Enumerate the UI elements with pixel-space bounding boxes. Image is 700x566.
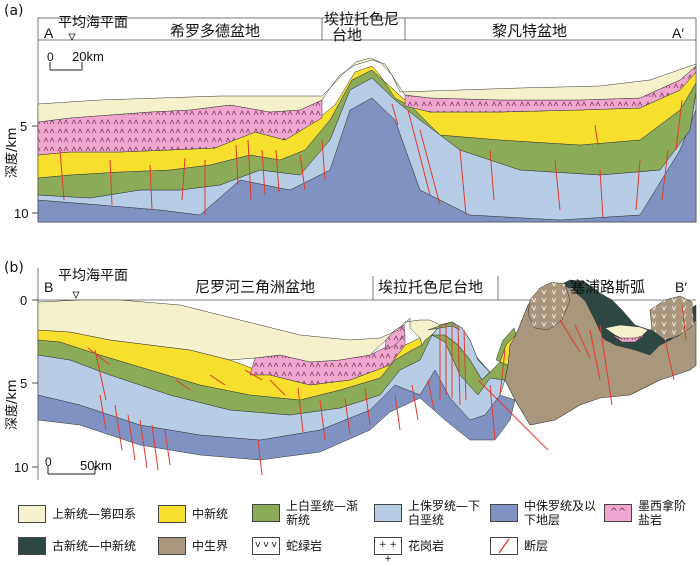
panel-b: (b) B B′ 平均海平面 0 50km 尼罗河三角洲盆地 埃拉托色尼台地 塞… xyxy=(4,260,697,480)
granite-plus-icon: + + + xyxy=(374,537,402,564)
legend-item-upper-cretaceous: 上白垩统—渐新统 xyxy=(252,499,364,527)
legend-item-mesozoic: 中生界 xyxy=(158,537,228,555)
pliocene-swatch-icon xyxy=(18,505,46,523)
a-layer-pliocene xyxy=(37,57,697,123)
panel-a-start-label: A xyxy=(44,25,54,41)
legend-label: 中新统 xyxy=(192,507,229,521)
panel-b-region-nile-delta: 尼罗河三角洲盆地 xyxy=(195,278,315,296)
panel-a-y-axis-label: 深度/km xyxy=(4,127,20,178)
b-layer-pliocene xyxy=(37,299,441,363)
panel-b-y-axis-label: 深度/km xyxy=(4,379,20,430)
legend-label: 上新统—第四系 xyxy=(52,507,137,521)
panel-a-region-herodotus: 希罗多德盆地 xyxy=(170,22,260,40)
legend-item-middle-jurassic: 中侏罗统及以下地层 xyxy=(490,499,602,527)
upper-cretaceous-swatch-icon xyxy=(252,504,280,522)
mesozoic-swatch-icon xyxy=(158,537,186,555)
legend-label: 断层 xyxy=(524,539,549,553)
panel-b-scale-zero: 0 xyxy=(45,455,52,469)
legend-item-fault: 断层 xyxy=(490,537,548,555)
legend-item-miocene: 中新统 xyxy=(158,505,228,523)
panel-a-region-levant: 黎凡特盆地 xyxy=(492,22,567,40)
panel-b-start-label: B xyxy=(44,279,53,295)
paleogene-swatch-icon xyxy=(18,537,46,555)
panel-a-y-tick-5: 5 xyxy=(20,119,27,134)
panel-a: (a) A A′ 平均海平面 0 20km 希罗多德盆地 埃拉托色尼 台地 黎凡… xyxy=(4,3,697,223)
legend-label: 墨西拿阶盐岩 xyxy=(638,499,687,527)
panel-b-faults xyxy=(87,304,687,476)
panel-b-sea-level-label: 平均海平面 xyxy=(58,268,128,284)
salt-hatch-icon: ^^ xyxy=(604,504,632,522)
panel-b-region-cyprus-arc: 塞浦路斯弧 xyxy=(570,278,645,296)
middle-jurassic-swatch-icon xyxy=(490,504,518,522)
legend-label: 上侏罗统—下白垩统 xyxy=(408,499,481,527)
panel-b-y-tick-0: 0 xyxy=(20,293,27,308)
fault-line-icon xyxy=(490,537,518,555)
legend-item-pliocene-quaternary: 上新统—第四系 xyxy=(18,505,136,523)
panel-a-y-tick-10: 10 xyxy=(14,206,28,221)
legend-item-messinian-salt: ^^ 墨西拿阶盐岩 xyxy=(604,499,700,527)
legend-item-granite: + + + 花岗岩 xyxy=(374,537,445,564)
sea-level-marker-icon xyxy=(68,33,76,41)
legend: 上新统—第四系 中新统 上白垩统—渐新统 上侏罗统—下白垩统 中侏罗统及以下地层… xyxy=(0,497,700,564)
panel-b-y-tick-5: 5 xyxy=(20,376,27,391)
panel-b-scale-label: 50km xyxy=(80,458,112,473)
panel-a-end-label: A′ xyxy=(672,25,684,41)
legend-label: 中侏罗统及以下地层 xyxy=(524,499,597,527)
panel-a-letter: (a) xyxy=(4,3,24,19)
legend-label: 中生界 xyxy=(192,539,229,553)
panel-a-scale-zero: 0 xyxy=(47,50,54,64)
panel-b-end-label: B′ xyxy=(675,279,687,295)
panel-a-faults xyxy=(59,99,683,219)
legend-label: 蛇绿岩 xyxy=(286,539,323,553)
ophiolite-v-icon: v v v xyxy=(252,537,280,555)
sea-level-marker-icon xyxy=(72,291,80,299)
panel-b-y-tick-10: 10 xyxy=(14,460,28,475)
legend-label: 花岗岩 xyxy=(408,539,445,553)
panel-a-region-eratosthenes-2: 台地 xyxy=(332,26,362,44)
legend-item-ophiolite: v v v 蛇绿岩 xyxy=(252,537,322,555)
upper-jurassic-swatch-icon xyxy=(374,504,402,522)
panel-b-letter: (b) xyxy=(4,260,24,276)
panel-a-scale-label: 20km xyxy=(72,49,104,64)
panel-a-sea-level-label: 平均海平面 xyxy=(58,15,128,31)
legend-item-paleogene: 古新统—中新统 xyxy=(18,537,136,555)
panel-b-region-eratosthenes: 埃拉托色尼台地 xyxy=(378,278,483,296)
miocene-swatch-icon xyxy=(158,505,186,523)
legend-label: 古新统—中新统 xyxy=(52,539,137,553)
panel-a-region-eratosthenes-1: 埃拉托色尼 xyxy=(324,10,399,28)
legend-label: 上白垩统—渐新统 xyxy=(286,499,359,527)
legend-item-upper-jurassic: 上侏罗统—下白垩统 xyxy=(374,499,486,527)
